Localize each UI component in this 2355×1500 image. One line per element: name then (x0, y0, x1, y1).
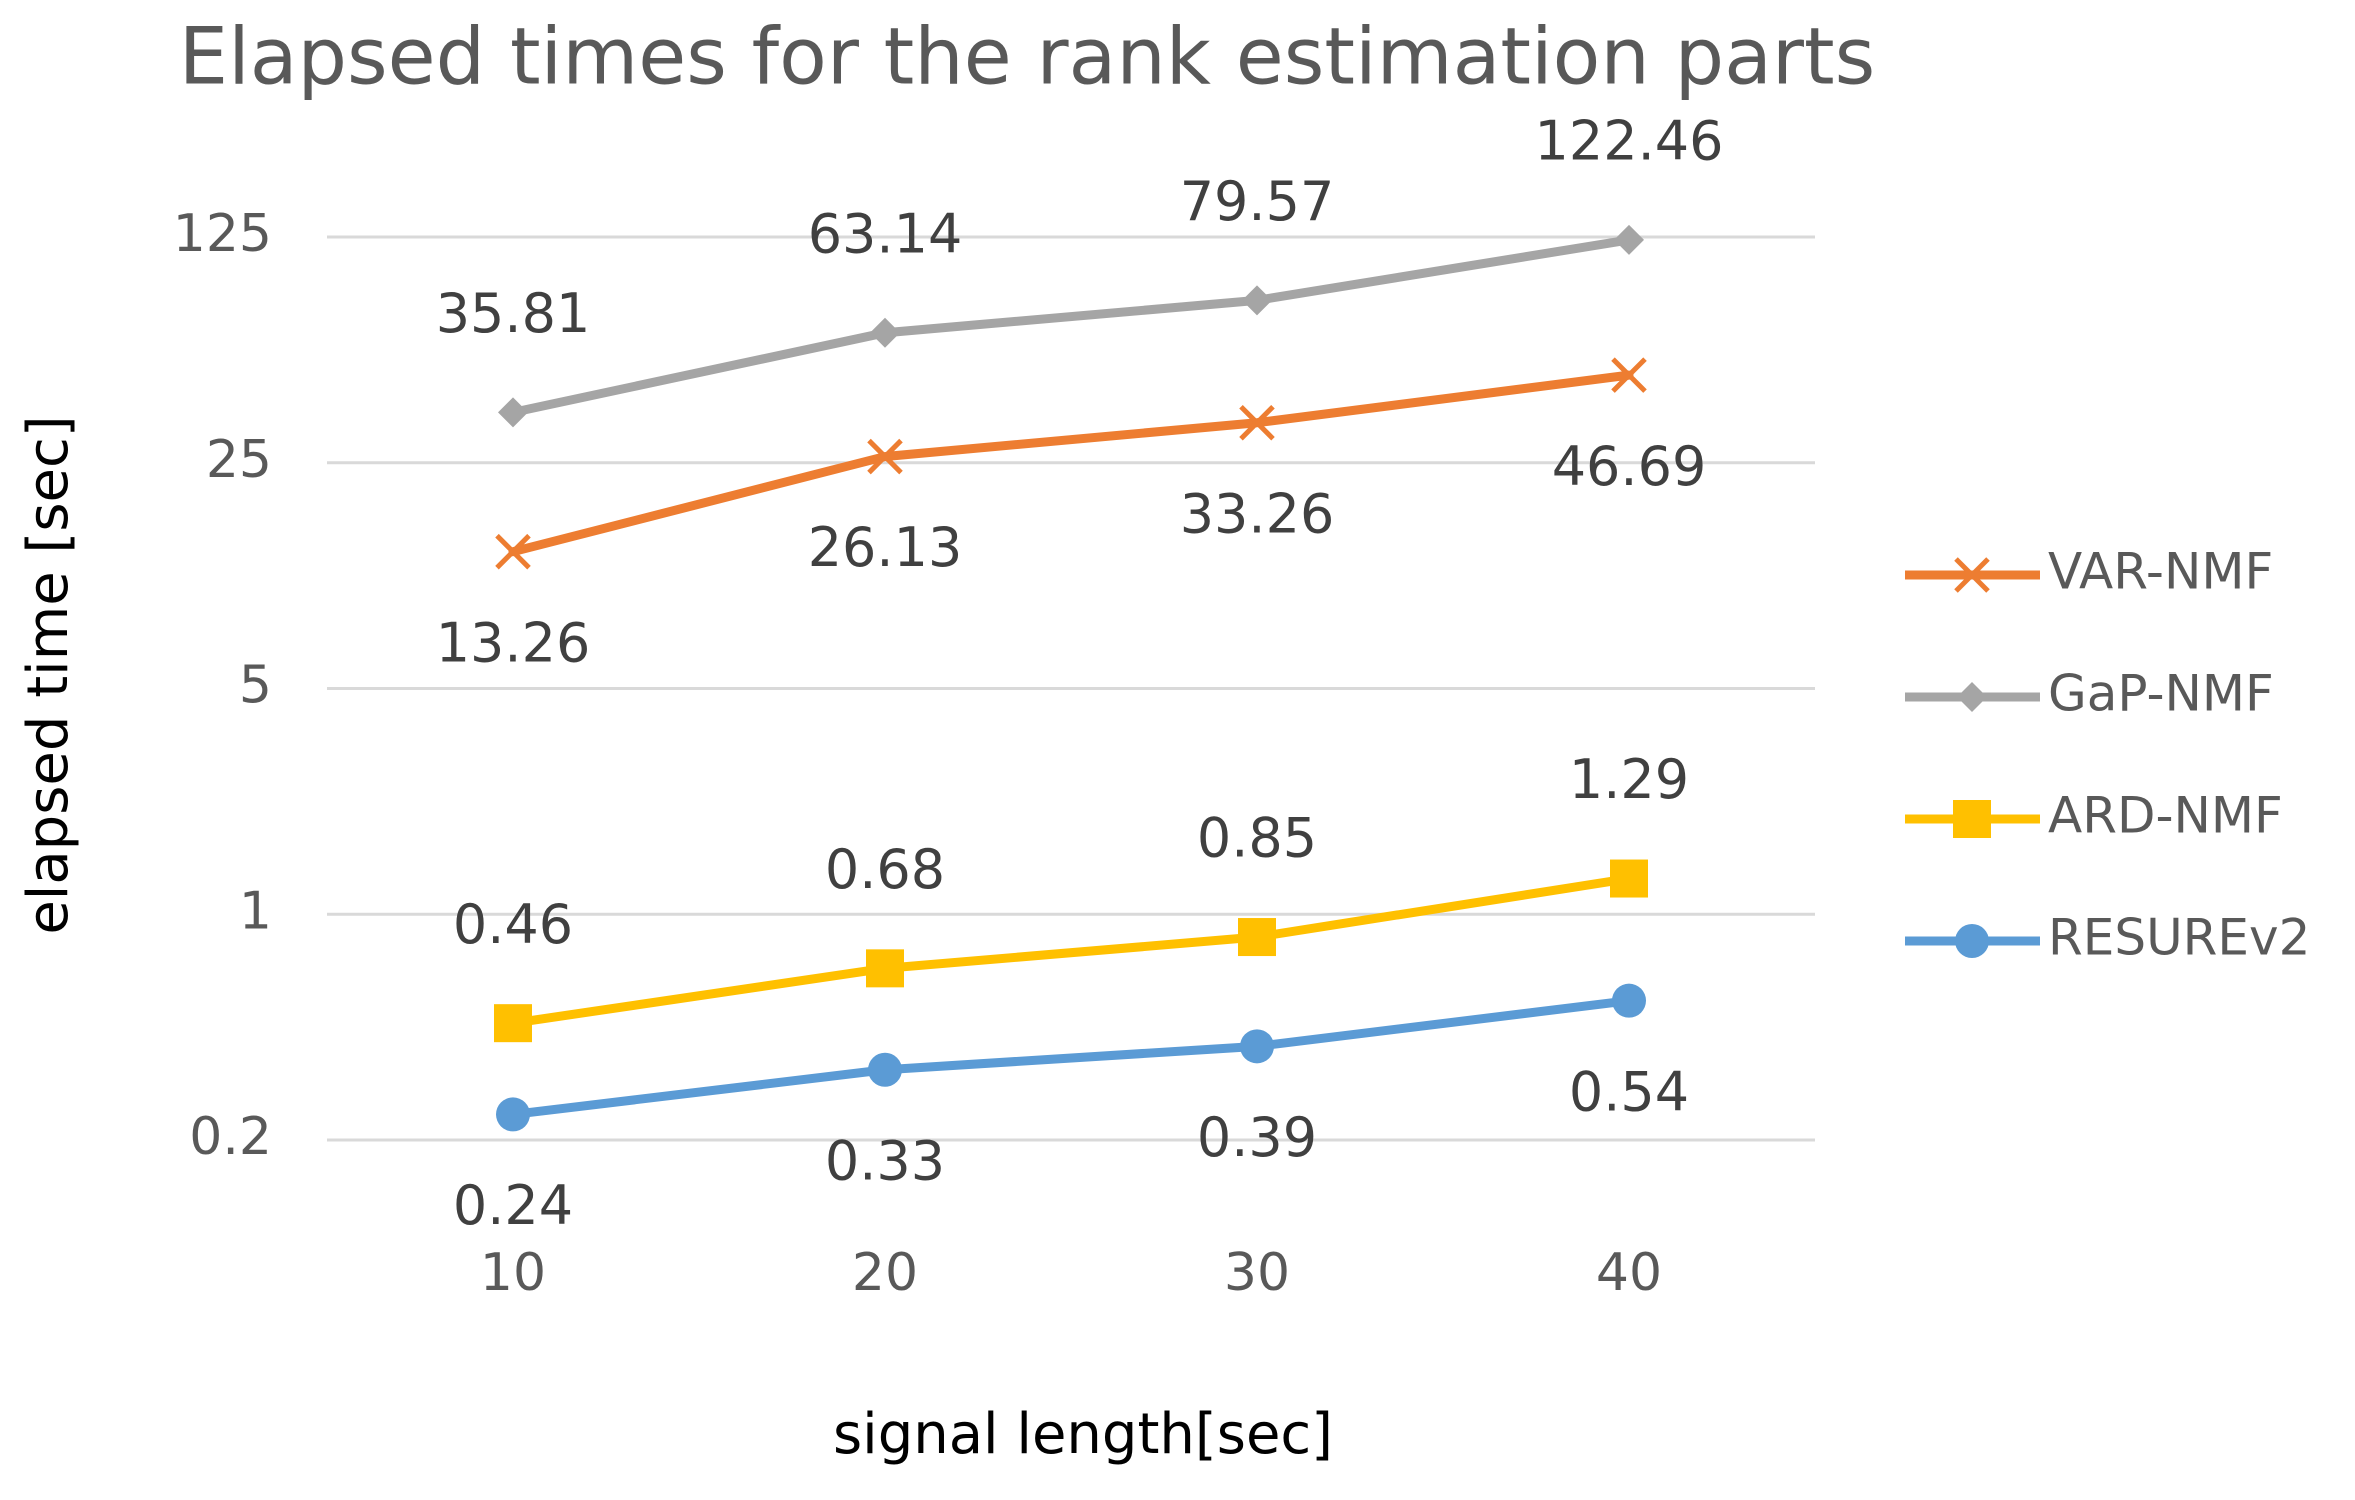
marker (1954, 557, 1990, 593)
series-line (508, 235, 1634, 417)
data-label: 0.33 (825, 1129, 945, 1192)
marker (1611, 357, 1647, 393)
data-label: 79.57 (1180, 170, 1335, 233)
data-label: 0.85 (1197, 807, 1317, 870)
marker (866, 949, 904, 988)
marker (1614, 224, 1644, 255)
data-label: 0.68 (825, 838, 945, 901)
marker (868, 1052, 902, 1087)
y-tick-label: 25 (206, 430, 272, 490)
data-label: 46.69 (1552, 435, 1707, 498)
x-tick-label: 10 (480, 1243, 546, 1303)
data-label: 35.81 (436, 282, 591, 345)
data-label: 0.24 (453, 1174, 573, 1237)
x-axis-label: signal length[sec] (833, 1402, 1333, 1467)
marker-x (495, 533, 531, 570)
marker (495, 533, 531, 570)
data-label: 63.14 (808, 202, 963, 265)
legend-label: VAR-NMF (2048, 543, 2273, 601)
marker (1238, 918, 1276, 957)
marker (1955, 924, 1989, 958)
chart-title: Elapsed times for the rank estimation pa… (179, 12, 1875, 102)
marker (1612, 983, 1646, 1018)
y-tick-label: 1 (239, 881, 272, 941)
y-tick-label: 5 (239, 656, 272, 716)
data-label: 0.46 (453, 893, 573, 956)
marker (1242, 285, 1272, 316)
legend-label: RESUREv2 (2048, 909, 2310, 967)
legend-label: GaP-NMF (2048, 665, 2274, 723)
marker (870, 317, 900, 348)
data-label: 122.46 (1535, 110, 1724, 173)
marker (1953, 800, 1991, 838)
data-label: 1.29 (1569, 748, 1689, 811)
data-label: 0.54 (1569, 1060, 1689, 1123)
data-label: 33.26 (1180, 482, 1335, 545)
series-line (508, 996, 1634, 1119)
y-tick-label: 125 (173, 204, 272, 264)
marker (1610, 859, 1648, 898)
data-label: 26.13 (808, 516, 963, 579)
y-tick-label: 0.2 (189, 1107, 272, 1167)
marker (494, 1004, 532, 1043)
marker (1957, 682, 1987, 712)
y-axis-label: elapsed time [sec] (16, 415, 81, 934)
marker-x (867, 438, 903, 475)
marker-x (1611, 357, 1647, 393)
marker (498, 397, 528, 428)
marker (1240, 1029, 1274, 1064)
marker (496, 1097, 530, 1132)
data-label: 0.39 (1197, 1106, 1317, 1169)
x-tick-label: 40 (1596, 1243, 1662, 1303)
marker (867, 438, 903, 475)
series-line (508, 874, 1634, 1028)
marker (1239, 404, 1275, 441)
x-tick-label: 20 (852, 1243, 918, 1303)
marker-x (1954, 557, 1990, 593)
legend-label: ARD-NMF (2048, 787, 2283, 845)
marker-x (1239, 404, 1275, 441)
series-line (508, 370, 1634, 557)
x-tick-label: 30 (1224, 1243, 1290, 1303)
data-label: 13.26 (436, 611, 591, 674)
